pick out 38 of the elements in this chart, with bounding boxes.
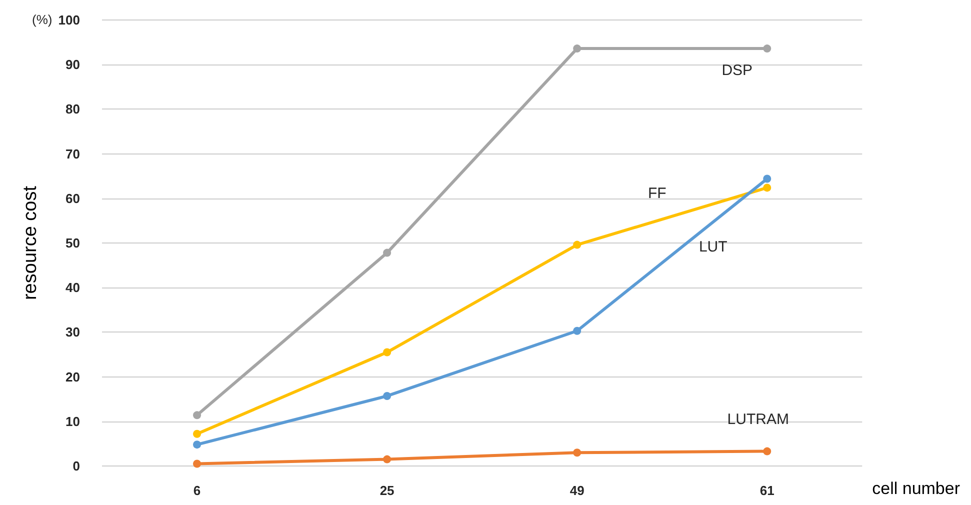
point (383, 248, 392, 257)
point (193, 430, 202, 438)
point (193, 440, 202, 449)
point (383, 455, 392, 464)
point (193, 411, 202, 420)
point (573, 240, 582, 249)
point (763, 184, 772, 192)
point (193, 460, 202, 468)
y-tick-label: 80 (66, 102, 80, 117)
y-tick-label: 20 (66, 369, 80, 384)
x-axis-title: cell number (872, 479, 960, 498)
series-label: LUTRAM (727, 410, 789, 428)
x-tick-label: 25 (380, 483, 394, 498)
series-label: LUT (698, 238, 728, 256)
y-tick-label: 10 (66, 414, 80, 429)
y-tick-label: 70 (66, 146, 80, 162)
y-tick-label: 100 (58, 12, 80, 28)
point (573, 448, 582, 457)
y-tick-label: 40 (66, 280, 80, 296)
text: (%) (32, 12, 52, 27)
y-tick-label: 50 (66, 236, 80, 250)
y-axis-title: resource cost (20, 185, 41, 300)
point (573, 326, 582, 335)
y-tick-label: 0 (72, 458, 80, 474)
point (383, 348, 392, 356)
series-label: DSP (722, 62, 753, 80)
y-tick-label: 60 (66, 190, 80, 206)
y-tick-label: 90 (66, 57, 80, 72)
point (763, 174, 772, 183)
x-tick-label: 61 (760, 483, 774, 498)
series-label: FF (648, 185, 666, 202)
point (383, 392, 392, 400)
x-tick-label: 6 (193, 483, 201, 498)
point (573, 44, 582, 53)
y-tick-label: 30 (66, 324, 80, 340)
point (763, 44, 772, 53)
point (763, 447, 772, 456)
x-tick-label: 49 (570, 483, 584, 498)
